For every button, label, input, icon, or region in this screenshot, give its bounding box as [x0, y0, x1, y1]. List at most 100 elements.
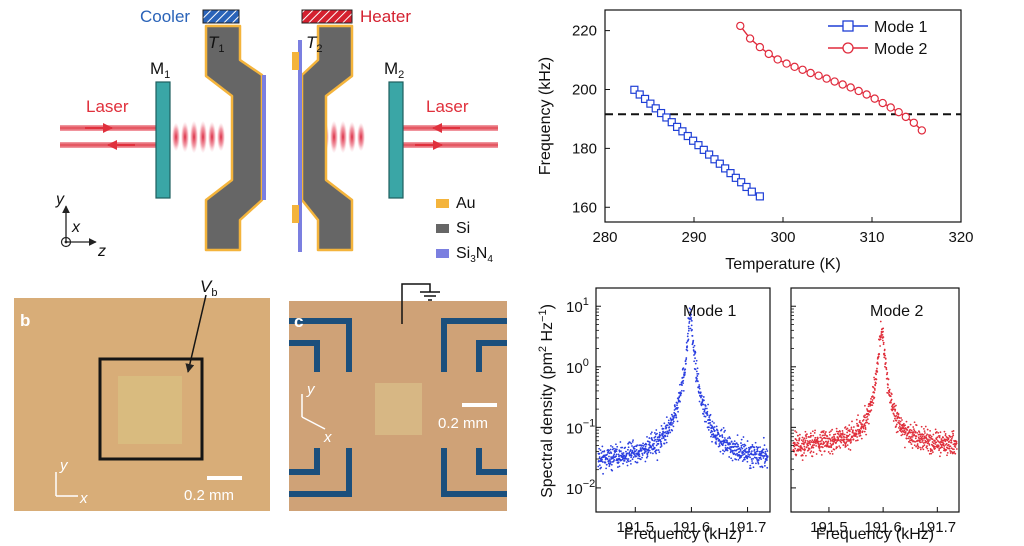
spectrum-point — [699, 395, 702, 398]
spectrum-point — [695, 359, 698, 362]
spectrum-point — [609, 460, 612, 463]
x-tick-label: 191.6 — [673, 519, 711, 536]
spectrum-point — [824, 437, 827, 440]
spectrum-point — [862, 427, 865, 430]
spectrum-point — [900, 426, 902, 429]
spectrum-point — [700, 396, 702, 399]
spectrum-point — [752, 462, 754, 465]
spectrum-point — [922, 448, 925, 451]
spectrum-point — [835, 430, 838, 433]
spectrum-point — [882, 327, 885, 330]
x-tick-label: 191.5 — [617, 519, 655, 536]
spectrum-point — [608, 455, 610, 458]
spectrum-point — [763, 444, 766, 447]
spectrum-point — [913, 444, 916, 447]
spectrum-point — [737, 443, 739, 446]
spectrum-point — [900, 417, 903, 419]
svg-text:Si3N4: Si3N4 — [456, 245, 493, 265]
spectrum-point — [879, 338, 882, 341]
spectrum-point — [830, 430, 832, 432]
spectrum-point — [860, 437, 863, 440]
spectrum-point — [705, 407, 708, 410]
spectrum-point — [696, 377, 698, 380]
spectrum-point — [930, 452, 933, 455]
point-mode-1 — [667, 118, 676, 127]
spectrum-point — [616, 445, 619, 448]
spectrum-point — [846, 431, 849, 434]
spectrum-point — [629, 459, 632, 462]
spectrum-point — [668, 426, 671, 429]
spectrum-point — [642, 445, 645, 447]
svg-text:x: x — [71, 219, 81, 236]
spectrum-point — [618, 465, 621, 468]
spectrum-point — [863, 430, 866, 433]
spectrum-point — [816, 437, 819, 440]
spectrum-point — [860, 425, 863, 428]
spectrum-point — [722, 452, 724, 455]
spectrum-point — [750, 446, 753, 448]
spectrum-point — [690, 319, 693, 322]
spectrum-point — [843, 438, 846, 441]
spectrum-point — [657, 449, 660, 451]
spectrum-point — [931, 451, 934, 453]
spectrum-point — [675, 416, 678, 419]
point-mode-1 — [672, 122, 682, 131]
spectrum-point — [851, 420, 853, 423]
spectrum-point — [685, 341, 688, 344]
spectrum-point — [818, 440, 820, 443]
spectrum-point — [610, 456, 613, 458]
spectrum-point — [733, 452, 736, 455]
spectrum-point — [751, 444, 754, 446]
spectrum-point — [881, 339, 884, 342]
vb-label: Vb — [200, 277, 217, 299]
spectrum-point — [850, 426, 853, 429]
point-mode-1 — [656, 108, 666, 118]
spectrum-point — [950, 447, 953, 450]
spectrum-point — [742, 451, 745, 454]
spectrum-point — [831, 436, 834, 439]
spectrum-point — [810, 450, 813, 453]
spectrum-point — [755, 457, 758, 459]
spectrum-point — [713, 426, 716, 428]
spectrum-point — [650, 436, 653, 439]
spectrum-point — [922, 445, 925, 448]
spectrum-point — [766, 466, 769, 469]
spectrum-point — [748, 447, 751, 450]
spectrum-point — [902, 422, 905, 425]
spectrum-point — [804, 448, 806, 451]
spectrum-point — [627, 446, 630, 449]
spectrum-point — [743, 453, 746, 455]
spectrum-point — [911, 434, 914, 436]
spectrum-point — [882, 343, 885, 346]
spectrum-point — [820, 436, 822, 439]
spectrum-point — [657, 436, 659, 439]
spectrum-point — [601, 461, 604, 463]
spectrum-point — [650, 446, 653, 449]
spectrum-point — [883, 356, 886, 359]
spectrum-point — [859, 434, 862, 437]
spectrum-point — [641, 454, 644, 456]
spectrum-point — [866, 418, 869, 421]
spectrum-point — [924, 432, 926, 434]
spectrum-point — [899, 423, 901, 426]
spectrum-point — [793, 445, 796, 448]
spectrum-point — [945, 442, 948, 445]
spectrum-point — [819, 450, 822, 452]
spectrum-point — [823, 442, 826, 444]
spectrum-point — [812, 451, 815, 454]
spectrum-point — [753, 446, 756, 449]
spectrum-point — [755, 445, 758, 448]
spectrum-point — [735, 458, 738, 461]
spectrum-point — [684, 371, 686, 374]
spectrum-point — [887, 392, 890, 395]
spectrum-point — [952, 434, 955, 437]
spectrum-point — [877, 363, 879, 365]
spectrum-point — [631, 449, 634, 452]
spectrum-point — [901, 419, 903, 421]
spectrum-point — [690, 313, 693, 316]
spectrum-point — [608, 449, 611, 452]
spectrum-point — [689, 308, 692, 311]
svg-text:y: y — [55, 191, 65, 208]
spectrum-point — [613, 447, 615, 450]
spectrum-point — [643, 449, 646, 452]
